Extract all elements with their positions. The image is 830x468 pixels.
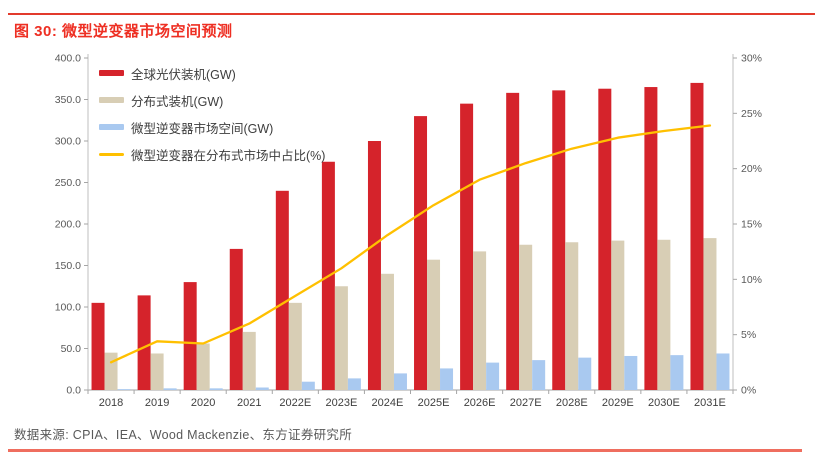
bar-distributed-pv <box>657 239 671 390</box>
bar-distributed-pv <box>288 302 302 390</box>
bar-distributed-pv <box>427 259 441 390</box>
x-axis-category-label: 2026E <box>464 397 496 409</box>
bar-distributed-pv <box>334 286 348 390</box>
bar-distributed-pv <box>150 353 164 390</box>
bar-distributed-pv <box>703 238 717 390</box>
bar-global-pv <box>644 87 658 391</box>
bar-global-pv <box>414 116 428 390</box>
legend-swatch-distributed-pv <box>99 97 124 103</box>
bar-distributed-pv <box>104 352 118 390</box>
x-axis-category-label: 2018 <box>99 397 123 409</box>
x-axis-category-label: 2031E <box>694 397 726 409</box>
penetration-ratio-line <box>109 124 712 364</box>
bar-global-pv <box>275 190 289 390</box>
bar-microinverter-market <box>255 387 269 390</box>
chart-legend: 全球光伏装机(GW) 分布式装机(GW) 微型逆变器市场空间(GW) 微型逆变器… <box>99 64 325 163</box>
left-axis-tick-label: 100.0 <box>55 302 81 314</box>
bar-distributed-pv <box>380 273 394 390</box>
bar-global-pv <box>506 92 520 391</box>
left-axis-tick-label: 400.0 <box>55 53 81 65</box>
x-axis-category-label: 2019 <box>145 397 169 409</box>
bar-global-pv <box>91 302 105 390</box>
legend-label-distributed-pv: 分布式装机(GW) <box>131 94 224 109</box>
x-axis-category-label: 2029E <box>602 397 634 409</box>
x-axis-category-label: 2025E <box>418 397 450 409</box>
top-divider-rule <box>8 13 815 15</box>
bar-microinverter-market <box>532 360 546 390</box>
chart-area: 400.0 350.0 300.0 250.0 200.0 150.0 100.0 50.0 0… <box>0 50 830 412</box>
x-axis-category-label: 2024E <box>372 397 404 409</box>
bar-global-pv <box>460 103 474 391</box>
bar-distributed-pv <box>196 343 210 390</box>
x-axis-category-label: 2022E <box>279 397 311 409</box>
right-axis-tick-label: 15% <box>741 219 762 231</box>
legend-item-penetration-ratio: 微型逆变器在分布式市场中占比(%) <box>99 145 325 163</box>
bar-microinverter-market <box>440 368 454 390</box>
x-axis-category-label: 2020 <box>191 397 215 409</box>
legend-label-global-pv: 全球光伏装机(GW) <box>131 67 236 82</box>
left-axis-tick-label: 150.0 <box>55 260 81 272</box>
bar-microinverter-market <box>624 355 638 390</box>
legend-item-microinverter-market: 微型逆变器市场空间(GW) <box>99 118 325 136</box>
bar-microinverter-market <box>670 355 684 390</box>
bar-global-pv <box>598 88 612 391</box>
left-axis-tick-label: 300.0 <box>55 136 81 148</box>
x-axis-category-label: 2023E <box>325 397 357 409</box>
bar-global-pv <box>552 90 566 390</box>
x-axis-category-label: 2030E <box>648 397 680 409</box>
legend-swatch-microinverter-market <box>99 124 124 130</box>
bar-microinverter-market <box>347 378 361 390</box>
bar-distributed-pv <box>473 251 487 390</box>
bar-microinverter-market <box>209 388 223 390</box>
bar-distributed-pv <box>611 240 625 390</box>
data-source-note: 数据来源: CPIA、IEA、Wood Mackenzie、东方证券研究所 <box>14 428 353 442</box>
right-axis-tick-label: 5% <box>741 329 756 341</box>
x-axis-category-label: 2021 <box>237 397 261 409</box>
legend-item-distributed-pv: 分布式装机(GW) <box>99 91 325 109</box>
legend-item-global-pv: 全球光伏装机(GW) <box>99 64 325 82</box>
legend-swatch-penetration-ratio <box>99 152 124 156</box>
bar-microinverter-market <box>716 353 730 390</box>
combo-chart: 400.0 350.0 300.0 250.0 200.0 150.0 100.0 50.0 0… <box>55 53 762 410</box>
left-axis-tick-label: 50.0 <box>61 343 82 355</box>
bar-global-pv <box>367 141 381 390</box>
bar-distributed-pv <box>519 244 533 390</box>
left-axis-tick-label: 350.0 <box>55 94 81 106</box>
bar-microinverter-market <box>163 388 177 390</box>
bar-microinverter-market <box>117 389 131 390</box>
bar-distributed-pv <box>565 242 579 390</box>
right-axis-tick-label: 0% <box>741 385 756 397</box>
bar-global-pv <box>137 295 151 390</box>
figure-title: 图 30: 微型逆变器市场空间预测 <box>14 23 233 40</box>
x-axis-category-label: 2027E <box>510 397 542 409</box>
bar-global-pv <box>229 248 243 390</box>
legend-label-penetration-ratio: 微型逆变器在分布式市场中占比(%) <box>131 148 326 163</box>
right-axis-tick-label: 25% <box>741 108 762 120</box>
right-axis-tick-label: 20% <box>741 163 762 175</box>
right-axis-tick-label: 30% <box>741 53 762 65</box>
bar-global-pv <box>183 282 197 390</box>
bar-global-pv <box>690 82 704 391</box>
legend-label-microinverter-market: 微型逆变器市场空间(GW) <box>131 121 274 136</box>
right-axis-tick-label: 10% <box>741 274 762 286</box>
legend-swatch-global-pv <box>99 70 124 76</box>
bar-microinverter-market <box>486 362 500 390</box>
bottom-divider-rule <box>8 449 802 452</box>
bar-microinverter-market <box>578 357 592 390</box>
bar-microinverter-market <box>393 373 407 390</box>
left-axis-tick-label: 0.0 <box>66 385 81 397</box>
x-axis-category-label: 2028E <box>556 397 588 409</box>
left-axis-tick-label: 250.0 <box>55 177 81 189</box>
bar-distributed-pv <box>242 331 256 390</box>
left-axis-tick-label: 200.0 <box>55 219 81 231</box>
bar-microinverter-market <box>301 381 315 390</box>
